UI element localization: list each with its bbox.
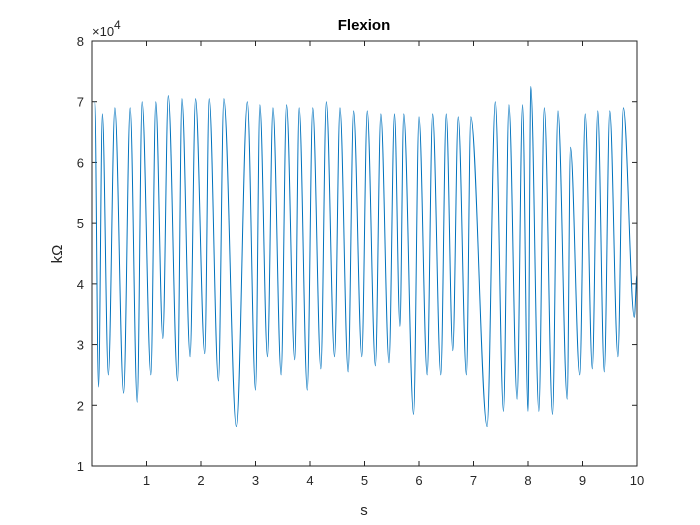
y-exponent-power: 4 [114, 18, 121, 32]
y-tick-label: 6 [77, 155, 84, 170]
x-tick-label: 6 [415, 473, 422, 488]
plot-frame [91, 40, 638, 467]
y-tick-label: 7 [77, 95, 84, 110]
y-tick-label: 3 [77, 338, 84, 353]
y-tick-label: 1 [77, 459, 84, 474]
x-tick-label: 9 [579, 473, 586, 488]
series-line [94, 86, 638, 428]
tick-labels-layer: 1 2 3 4 5 6 7 8 9 10 1 2 3 4 5 6 7 8 [77, 34, 644, 488]
y-tick-label: 8 [77, 34, 84, 49]
y-exponent-base: ×10 [92, 24, 114, 39]
y-tick-label: 4 [77, 277, 84, 292]
x-tick-label: 7 [470, 473, 477, 488]
y-tick-label: 2 [77, 398, 84, 413]
x-tick-label: 3 [252, 473, 259, 488]
x-tick-label: 1 [143, 473, 150, 488]
x-tick-label: 2 [197, 473, 204, 488]
y-axis-label: kΩ [49, 245, 66, 264]
chart-title: Flexion [338, 17, 391, 34]
x-tick-label: 4 [306, 473, 313, 488]
y-exponent-label: ×10 4 [92, 18, 121, 39]
x-tick-label: 5 [361, 473, 368, 488]
y-tick-label: 5 [77, 216, 84, 231]
x-tick-label: 10 [630, 473, 644, 488]
x-tick-label: 8 [524, 473, 531, 488]
x-axis-label: s [360, 502, 368, 519]
